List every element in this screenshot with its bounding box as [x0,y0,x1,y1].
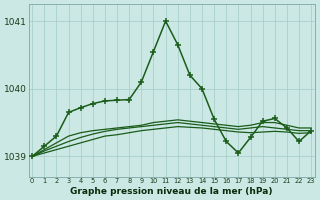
X-axis label: Graphe pression niveau de la mer (hPa): Graphe pression niveau de la mer (hPa) [70,187,273,196]
